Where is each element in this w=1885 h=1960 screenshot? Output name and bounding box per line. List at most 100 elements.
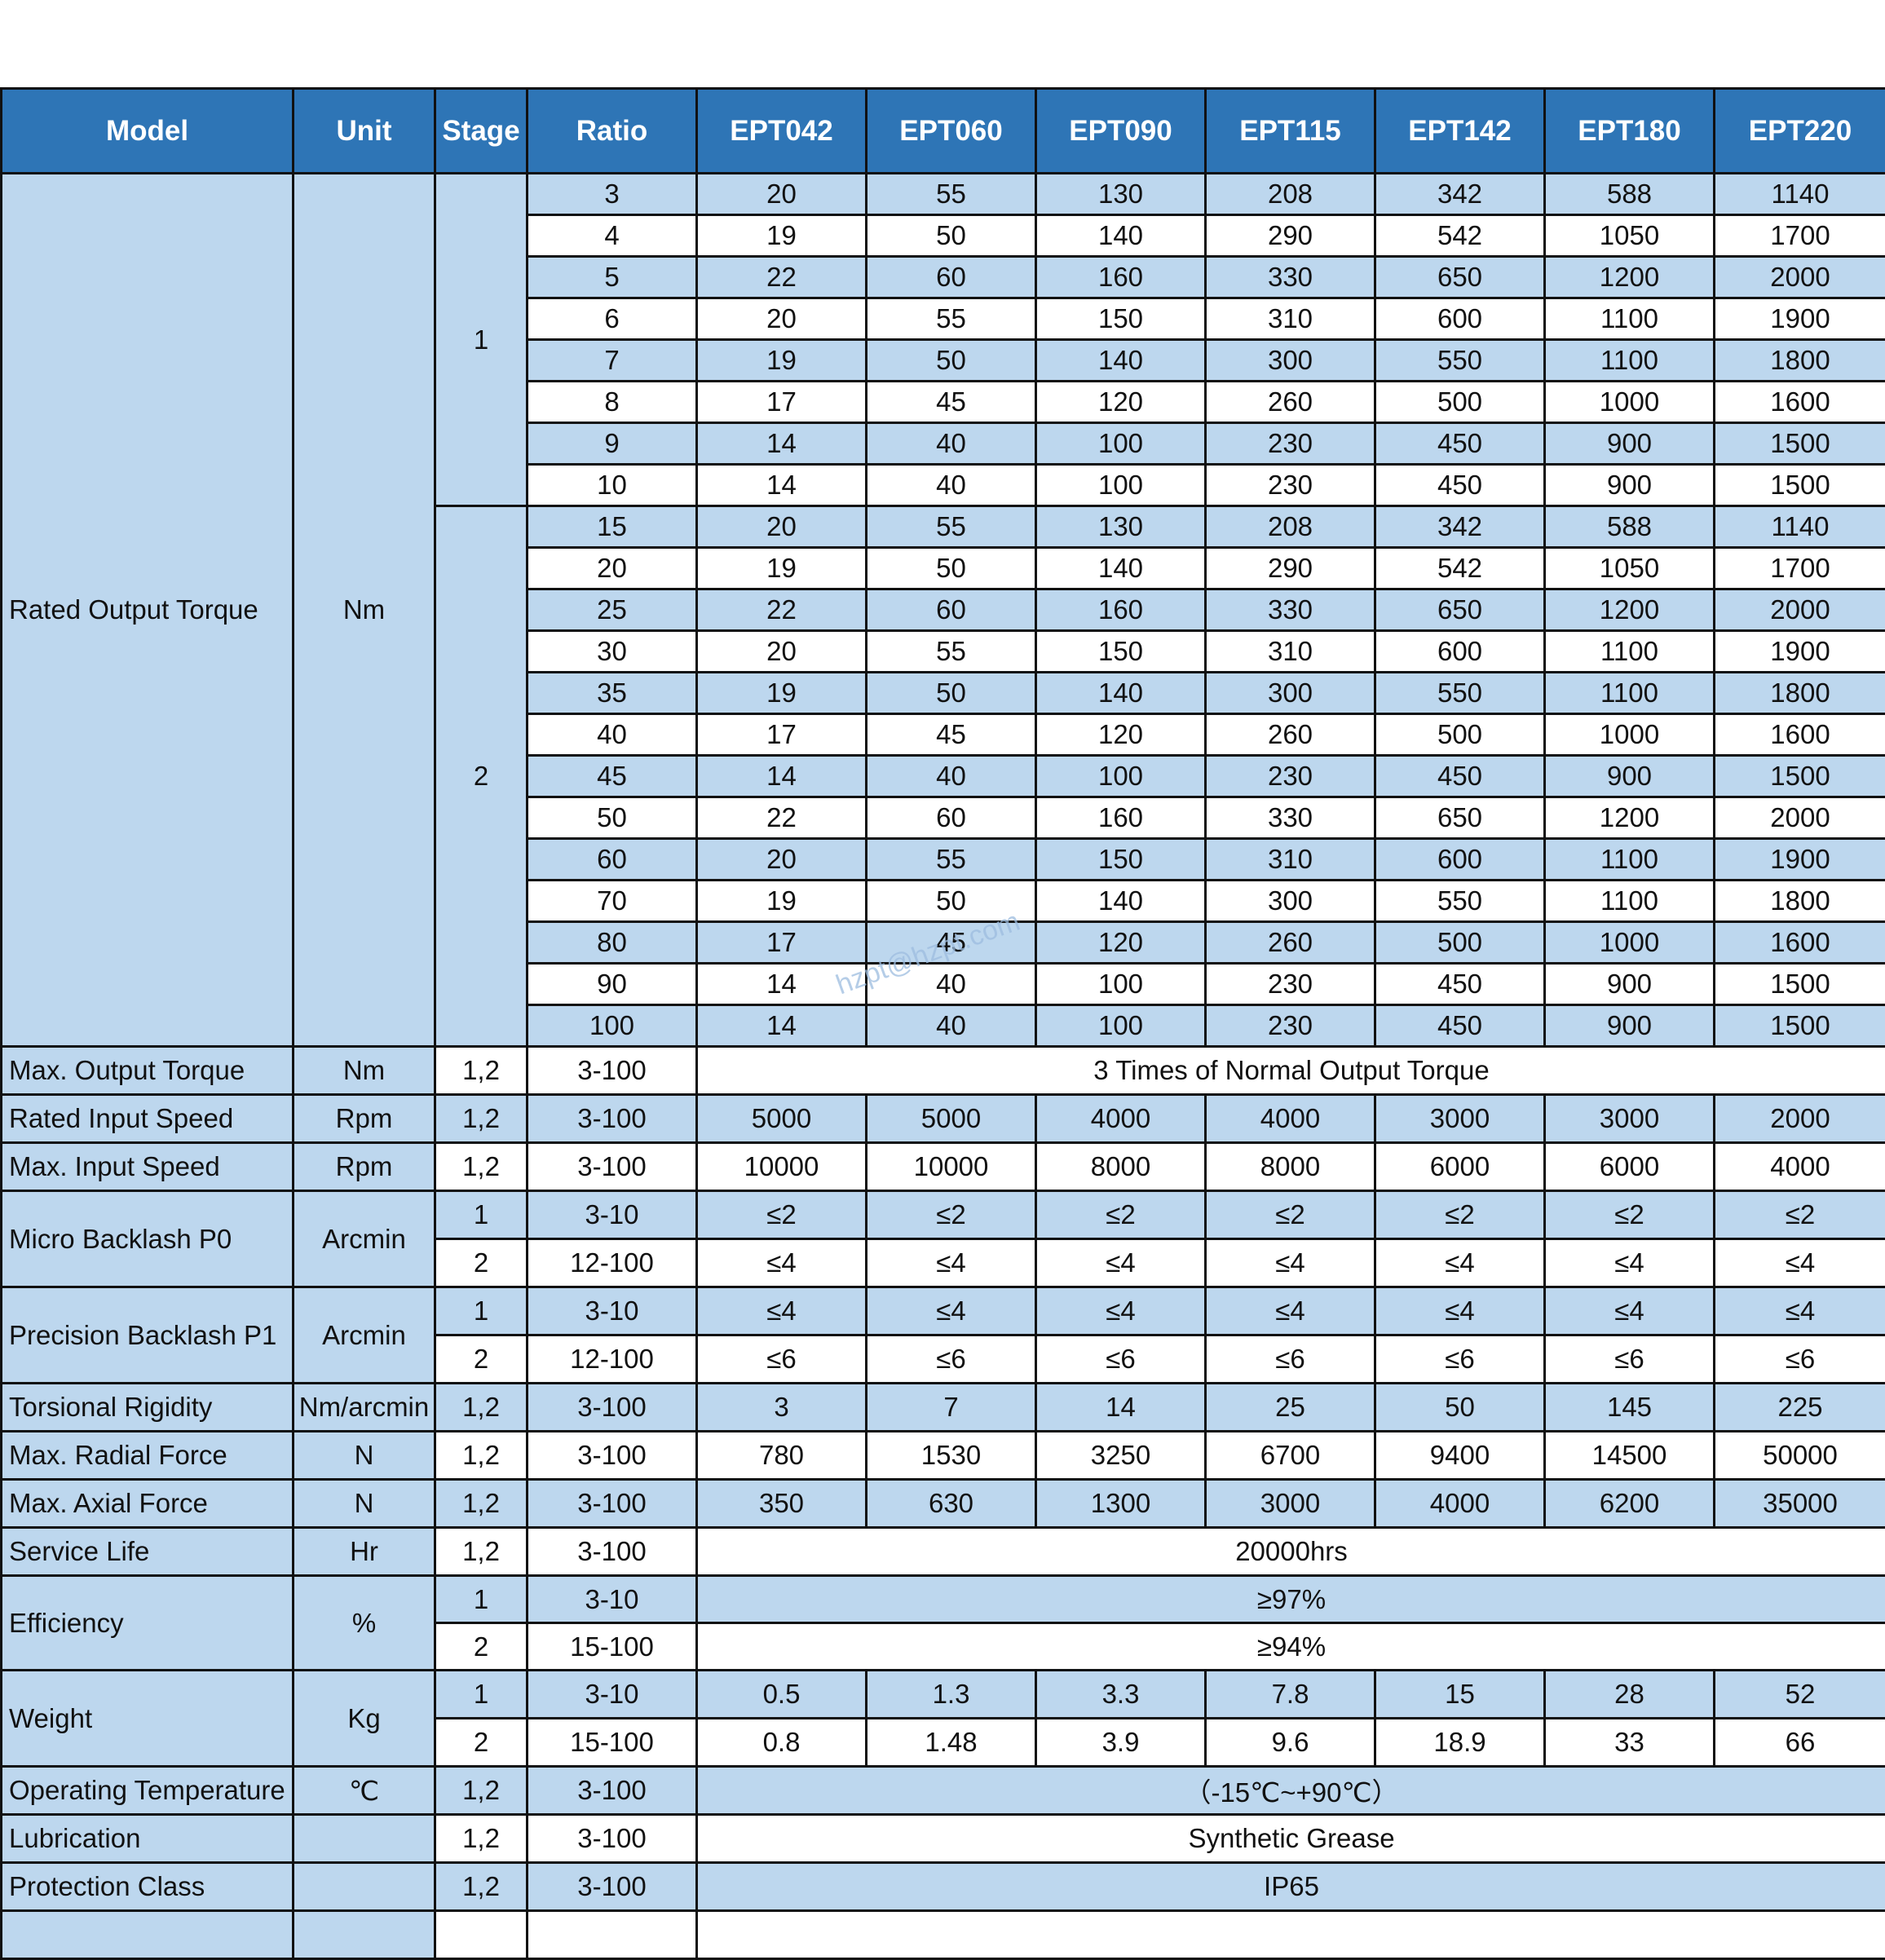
value-cell: 0.8 xyxy=(697,1719,867,1767)
row-label: Service Life xyxy=(2,1528,294,1576)
value-cell: 230 xyxy=(1206,964,1375,1005)
value-cell: 20 xyxy=(697,298,867,340)
unit-cell: % xyxy=(294,1576,435,1671)
value-cell: 45 xyxy=(867,922,1036,964)
value-cell: 8000 xyxy=(1036,1143,1206,1191)
unit-cell: Arcmin xyxy=(294,1287,435,1384)
value-cell: 120 xyxy=(1036,714,1206,756)
ratio-cell: 10 xyxy=(528,465,697,506)
value-cell: 1000 xyxy=(1545,382,1715,423)
value-cell: 14 xyxy=(697,423,867,465)
value-cell: 66 xyxy=(1715,1719,1885,1767)
header-cell: EPT060 xyxy=(867,89,1036,174)
row-label: Max. Radial Force xyxy=(2,1432,294,1480)
unit-cell: N xyxy=(294,1432,435,1480)
value-cell: 1800 xyxy=(1715,340,1885,382)
value-cell: 145 xyxy=(1545,1384,1715,1432)
value-cell: 1100 xyxy=(1545,340,1715,382)
value-cell: 50 xyxy=(1375,1384,1545,1432)
value-cell: 22 xyxy=(697,589,867,631)
value-cell: 14 xyxy=(697,964,867,1005)
row-label: Torsional Rigidity xyxy=(2,1384,294,1432)
value-cell: 500 xyxy=(1375,714,1545,756)
ratio-cell: 3-100 xyxy=(528,1095,697,1143)
value-cell: 35000 xyxy=(1715,1480,1885,1528)
value-cell: 40 xyxy=(867,964,1036,1005)
ratio-cell: 6 xyxy=(528,298,697,340)
value-cell: 1050 xyxy=(1545,215,1715,257)
value-cell: 19 xyxy=(697,215,867,257)
stage-cell: 1 xyxy=(435,1576,528,1623)
stage-cell: 2 xyxy=(435,1623,528,1671)
value-cell: 1700 xyxy=(1715,548,1885,589)
value-cell: ≤2 xyxy=(697,1191,867,1239)
value-cell: 1000 xyxy=(1545,714,1715,756)
stage-cell: 1,2 xyxy=(435,1047,528,1095)
value-cell: 120 xyxy=(1036,922,1206,964)
value-cell: 450 xyxy=(1375,423,1545,465)
stage-cell: 2 xyxy=(435,506,528,1047)
row-label: Rated Input Speed xyxy=(2,1095,294,1143)
ratio-cell: 40 xyxy=(528,714,697,756)
value-cell: 6000 xyxy=(1375,1143,1545,1191)
value-cell: ≤4 xyxy=(1036,1287,1206,1335)
value-cell: 100 xyxy=(1036,756,1206,797)
value-cell: 1100 xyxy=(1545,881,1715,922)
row-label: Lubrication xyxy=(2,1815,294,1863)
value-cell: 1000 xyxy=(1545,922,1715,964)
value-cell: ≤4 xyxy=(1715,1287,1885,1335)
value-cell: 2000 xyxy=(1715,1095,1885,1143)
table-cell xyxy=(435,1911,528,1959)
value-cell: 40 xyxy=(867,465,1036,506)
value-cell: 310 xyxy=(1206,298,1375,340)
value-cell: 450 xyxy=(1375,465,1545,506)
value-cell: 50 xyxy=(867,548,1036,589)
value-cell: 8000 xyxy=(1206,1143,1375,1191)
ratio-cell: 5 xyxy=(528,257,697,298)
value-cell: 3.3 xyxy=(1036,1671,1206,1719)
ratio-cell: 90 xyxy=(528,964,697,1005)
value-cell: 140 xyxy=(1036,673,1206,714)
header-cell: EPT220 xyxy=(1715,89,1885,174)
value-cell: 22 xyxy=(697,797,867,839)
value-cell: 3 Times of Normal Output Torque xyxy=(697,1047,1885,1095)
value-cell: 140 xyxy=(1036,215,1206,257)
value-cell: 588 xyxy=(1545,506,1715,548)
stage-cell: 1 xyxy=(435,1287,528,1335)
ratio-cell: 3-100 xyxy=(528,1528,697,1576)
value-cell: 600 xyxy=(1375,631,1545,673)
header-cell: Model xyxy=(2,89,294,174)
value-cell: 1500 xyxy=(1715,423,1885,465)
value-cell: 1900 xyxy=(1715,298,1885,340)
value-cell: 1.3 xyxy=(867,1671,1036,1719)
value-cell: 600 xyxy=(1375,839,1545,881)
ratio-cell: 25 xyxy=(528,589,697,631)
value-cell: 52 xyxy=(1715,1671,1885,1719)
header-cell: EPT142 xyxy=(1375,89,1545,174)
unit-cell xyxy=(294,1815,435,1863)
value-cell: 290 xyxy=(1206,548,1375,589)
value-cell: 1530 xyxy=(867,1432,1036,1480)
table-cell xyxy=(697,1911,1885,1959)
ratio-cell: 3-100 xyxy=(528,1047,697,1095)
stage-cell: 1,2 xyxy=(435,1143,528,1191)
value-cell: 40 xyxy=(867,423,1036,465)
value-cell: 18.9 xyxy=(1375,1719,1545,1767)
value-cell: 1600 xyxy=(1715,922,1885,964)
value-cell: 150 xyxy=(1036,298,1206,340)
value-cell: 1100 xyxy=(1545,631,1715,673)
value-cell: 1140 xyxy=(1715,506,1885,548)
value-cell: 20000hrs xyxy=(697,1528,1885,1576)
value-cell: 130 xyxy=(1036,174,1206,215)
row-label: Protection Class xyxy=(2,1863,294,1911)
value-cell: 300 xyxy=(1206,340,1375,382)
value-cell: 6200 xyxy=(1545,1480,1715,1528)
value-cell: 1900 xyxy=(1715,631,1885,673)
value-cell: 542 xyxy=(1375,548,1545,589)
ratio-cell: 45 xyxy=(528,756,697,797)
value-cell: ≤6 xyxy=(1375,1335,1545,1384)
ratio-cell: 3-10 xyxy=(528,1671,697,1719)
